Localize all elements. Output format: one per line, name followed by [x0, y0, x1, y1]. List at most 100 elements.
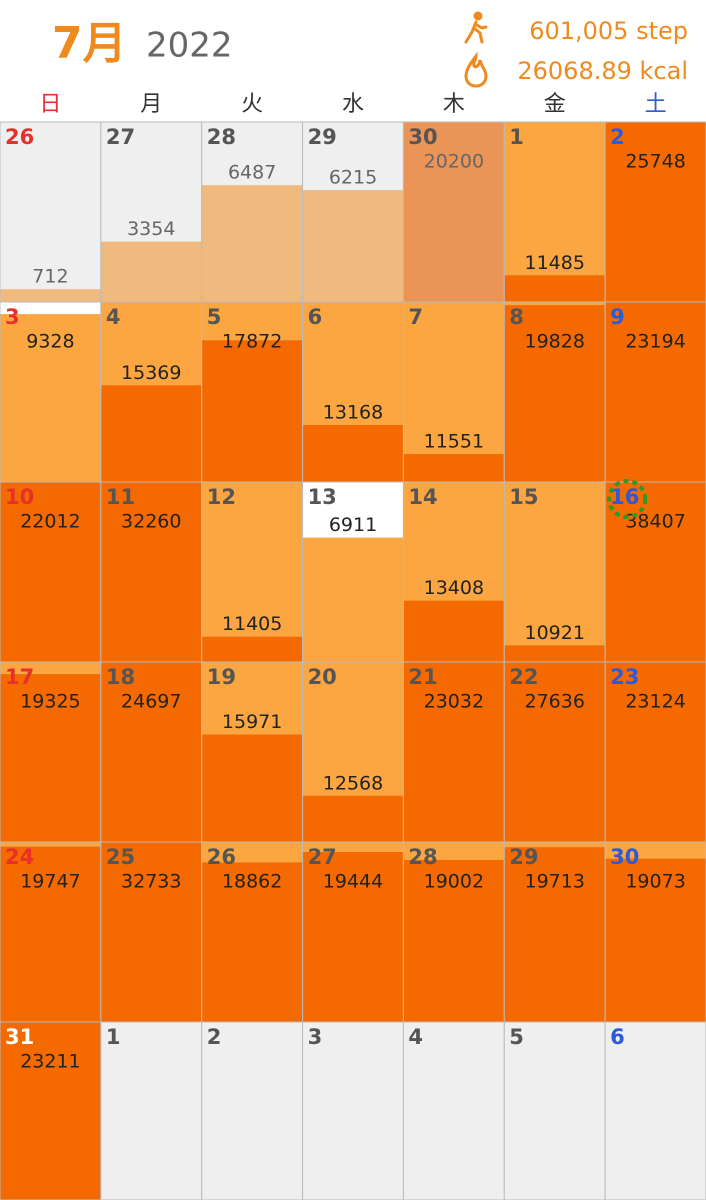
day-number: 19 [207, 665, 236, 689]
day-number: 2 [207, 1025, 222, 1049]
step-count: 9328 [26, 331, 74, 353]
step-bar-over-goal [100, 662, 202, 842]
step-bar-over-goal [504, 305, 606, 482]
day-number: 4 [408, 1025, 423, 1049]
step-count: 19073 [625, 871, 685, 893]
year: 2022 [146, 26, 233, 66]
day-cell [605, 1022, 706, 1200]
day-number: 26 [5, 125, 34, 149]
step-count: 11485 [524, 252, 584, 274]
day-number: 3 [308, 1025, 323, 1049]
day-number: 5 [207, 305, 222, 329]
day-number: 16 [610, 485, 639, 509]
step-bar-over-goal [504, 662, 606, 842]
step-count: 15369 [121, 362, 181, 384]
step-bar [100, 241, 202, 302]
step-count: 38407 [625, 511, 685, 533]
step-bar-over-goal [100, 482, 202, 662]
weekday-label: 金 [544, 92, 566, 117]
day-number: 2 [610, 125, 625, 149]
step-bar-over-goal [403, 662, 505, 842]
step-count: 19828 [524, 331, 584, 353]
weekday-label: 火 [241, 92, 263, 117]
total-kcal: 26068.89 kcal [517, 57, 688, 85]
step-bar [201, 482, 303, 662]
step-count: 17872 [222, 331, 282, 353]
step-bar [302, 190, 404, 302]
step-bar [302, 537, 404, 662]
day-number: 5 [509, 1025, 524, 1049]
day-number: 22 [509, 665, 538, 689]
step-count: 19713 [524, 871, 584, 893]
step-count: 6215 [329, 167, 377, 189]
day-number: 28 [408, 845, 437, 869]
step-bar [0, 289, 101, 302]
step-count: 11405 [222, 613, 282, 635]
step-count: 23032 [424, 691, 484, 713]
step-bar [201, 185, 303, 302]
step-count: 24697 [121, 691, 181, 713]
step-count: 19444 [323, 871, 383, 893]
step-count: 12568 [323, 772, 383, 794]
step-count: 11551 [424, 431, 484, 453]
fire-icon [464, 51, 488, 88]
day-cell [403, 1022, 505, 1200]
step-count: 32260 [121, 511, 181, 533]
day-number: 18 [106, 665, 135, 689]
step-count: 13168 [323, 401, 383, 423]
day-cell [504, 1022, 606, 1200]
day-number: 6 [308, 305, 323, 329]
day-cell [100, 1022, 202, 1200]
walk-icon [464, 11, 488, 44]
step-bar-over-goal [201, 636, 303, 662]
day-number: 30 [408, 125, 437, 149]
step-count: 3354 [127, 218, 175, 240]
weekday-label: 月 [140, 92, 162, 117]
step-bar-over-goal [302, 852, 404, 1022]
step-count: 27636 [524, 691, 584, 713]
day-cell [302, 1022, 404, 1200]
step-count: 10921 [524, 622, 584, 644]
day-number: 4 [106, 305, 121, 329]
step-count: 712 [32, 266, 68, 288]
month-title: 7月 [52, 18, 127, 69]
day-number: 1 [509, 125, 524, 149]
step-bar-over-goal [403, 454, 505, 482]
day-number: 1 [106, 1025, 121, 1049]
step-bar-over-goal [403, 600, 505, 662]
total-steps: 601,005 step [529, 17, 688, 45]
step-bar-over-goal [0, 846, 101, 1022]
step-count: 20200 [424, 151, 484, 173]
weekday-label: 日 [39, 92, 61, 117]
step-count: 6911 [329, 514, 377, 536]
step-bar-over-goal [403, 859, 505, 1022]
step-count: 18862 [222, 871, 282, 893]
step-bar-over-goal [0, 482, 101, 662]
step-bar-over-goal [0, 1022, 101, 1200]
step-bar-over-goal [100, 385, 202, 482]
day-number: 30 [610, 845, 639, 869]
day-number: 27 [106, 125, 135, 149]
step-count: 23124 [625, 691, 685, 713]
day-number: 17 [5, 665, 34, 689]
step-bar-over-goal [201, 862, 303, 1022]
step-bar-over-goal [504, 645, 606, 662]
day-number: 21 [408, 665, 437, 689]
day-number: 12 [207, 485, 236, 509]
day-number: 29 [509, 845, 538, 869]
day-number: 27 [308, 845, 337, 869]
day-number: 8 [509, 305, 524, 329]
step-count: 25748 [625, 151, 685, 173]
day-number: 25 [106, 845, 135, 869]
day-number: 31 [5, 1025, 34, 1049]
day-number: 14 [408, 485, 437, 509]
step-count: 19325 [20, 691, 80, 713]
step-bar-over-goal [504, 275, 606, 302]
weekday-label: 木 [443, 92, 465, 117]
step-count: 19747 [20, 871, 80, 893]
day-number: 6 [610, 1025, 625, 1049]
step-bar [504, 122, 606, 302]
step-bar-over-goal [100, 842, 202, 1022]
step-bar-over-goal [403, 122, 505, 302]
